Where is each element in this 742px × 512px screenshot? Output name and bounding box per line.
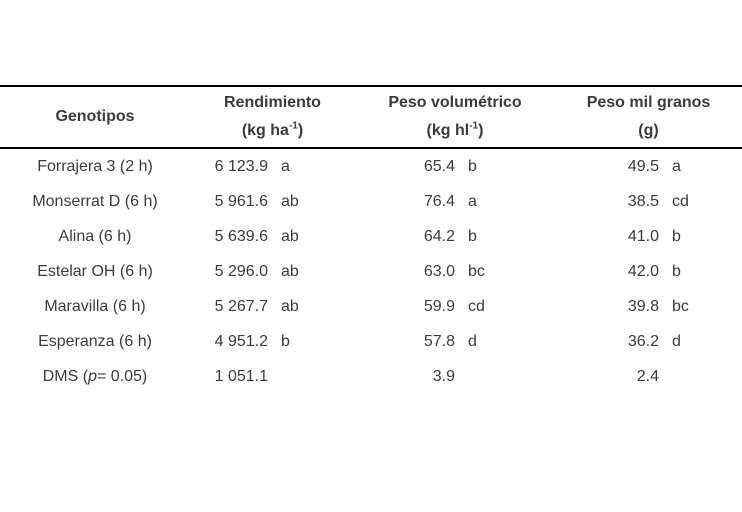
significance-letter: ab bbox=[281, 227, 299, 245]
peso-volumetrico-cell: 65.4 b bbox=[355, 148, 555, 184]
rendimiento-value: 5 961.6 bbox=[214, 192, 268, 210]
peso-mil-granos-cell: 39.8 bc bbox=[555, 289, 742, 324]
column-header-label: Genotipos bbox=[55, 108, 135, 125]
rendimiento-value: 4 951.2 bbox=[214, 332, 268, 350]
rendimiento-cell: 5 267.7 ab bbox=[190, 289, 355, 324]
peso-mil-granos-value: 39.8 bbox=[627, 297, 659, 315]
table-row: Maravilla (6 h) 5 267.7 ab 59.9 cd 39.8 bc bbox=[0, 289, 742, 324]
column-header-label: Peso volumétrico bbox=[388, 94, 522, 111]
column-header-label: Rendimiento bbox=[224, 94, 321, 111]
significance-letter: ab bbox=[281, 192, 299, 210]
column-header-unit: (kg ha-1) bbox=[241, 120, 304, 139]
peso-volumetrico-value: 59.9 bbox=[423, 297, 455, 315]
italic-p: p bbox=[88, 367, 97, 385]
peso-volumetrico-value: 63.0 bbox=[423, 262, 455, 280]
significance-letter: bc bbox=[468, 262, 485, 280]
significance-letter: d bbox=[672, 332, 681, 350]
peso-mil-granos-value: 2.4 bbox=[636, 367, 659, 385]
column-header-unit: (kg hl-1) bbox=[426, 120, 484, 139]
peso-volumetrico-cell: 3.9 bbox=[355, 359, 555, 394]
rendimiento-cell: 5 296.0 ab bbox=[190, 254, 355, 289]
rendimiento-cell: 5 961.6 ab bbox=[190, 184, 355, 219]
peso-volumetrico-value: 65.4 bbox=[423, 157, 455, 175]
header-row: Genotipos Rendimiento (kg ha-1) Peso vol… bbox=[0, 86, 742, 148]
rendimiento-value: 1 051.1 bbox=[214, 367, 268, 385]
genotype-cell: Esperanza (6 h) bbox=[38, 332, 152, 350]
peso-volumetrico-cell: 59.9 cd bbox=[355, 289, 555, 324]
rendimiento-value: 5 639.6 bbox=[214, 227, 268, 245]
superscript-exponent: -1 bbox=[469, 120, 479, 132]
column-header-unit: (g) bbox=[638, 122, 659, 139]
table-row: Forrajera 3 (2 h) 6 123.9 a 65.4 b 49.5 a bbox=[0, 148, 742, 184]
significance-letter: b bbox=[672, 262, 681, 280]
significance-letter: bc bbox=[672, 297, 689, 315]
significance-letter: b bbox=[468, 157, 477, 175]
peso-volumetrico-cell: 63.0 bc bbox=[355, 254, 555, 289]
column-header-peso-mil-granos: Peso mil granos (g) bbox=[555, 86, 742, 148]
peso-mil-granos-value: 42.0 bbox=[627, 262, 659, 280]
column-header-genotipos: Genotipos bbox=[0, 86, 190, 148]
significance-letter: d bbox=[468, 332, 477, 350]
table-row: Monserrat D (6 h) 5 961.6 ab 76.4 a 38.5 cd bbox=[0, 184, 742, 219]
peso-mil-granos-cell: 38.5 cd bbox=[555, 184, 742, 219]
peso-mil-granos-cell: 36.2 d bbox=[555, 324, 742, 359]
column-header-label: Peso mil granos bbox=[586, 94, 711, 111]
peso-volumetrico-value: 64.2 bbox=[423, 227, 455, 245]
genotype-cell: Maravilla (6 h) bbox=[44, 297, 146, 315]
significance-letter: a bbox=[468, 192, 477, 210]
rendimiento-cell: 6 123.9 a bbox=[190, 148, 355, 184]
rendimiento-value: 6 123.9 bbox=[214, 157, 268, 175]
column-header-peso-volumetrico: Peso volumétrico (kg hl-1) bbox=[355, 86, 555, 148]
peso-mil-granos-value: 36.2 bbox=[627, 332, 659, 350]
peso-mil-granos-value: 38.5 bbox=[627, 192, 659, 210]
column-header-rendimiento: Rendimiento (kg ha-1) bbox=[190, 86, 355, 148]
significance-letter: b bbox=[468, 227, 477, 245]
genotype-cell: Monserrat D (6 h) bbox=[32, 192, 158, 210]
genotype-cell: Estelar OH (6 h) bbox=[37, 262, 153, 280]
peso-mil-granos-value: 41.0 bbox=[627, 227, 659, 245]
genotype-cell: Alina (6 h) bbox=[58, 227, 132, 245]
peso-volumetrico-value: 76.4 bbox=[423, 192, 455, 210]
significance-letter: a bbox=[281, 157, 290, 175]
table-row: Esperanza (6 h) 4 951.2 b 57.8 d 36.2 d bbox=[0, 324, 742, 359]
peso-volumetrico-value: 57.8 bbox=[423, 332, 455, 350]
table-row: Estelar OH (6 h) 5 296.0 ab 63.0 bc 42.0 b bbox=[0, 254, 742, 289]
peso-volumetrico-cell: 57.8 d bbox=[355, 324, 555, 359]
significance-letter: b bbox=[672, 227, 681, 245]
peso-volumetrico-cell: 64.2 b bbox=[355, 219, 555, 254]
peso-volumetrico-value: 3.9 bbox=[432, 367, 455, 385]
results-table: Genotipos Rendimiento (kg ha-1) Peso vol… bbox=[0, 85, 742, 394]
genotype-cell: Forrajera 3 (2 h) bbox=[37, 157, 153, 175]
rendimiento-value: 5 296.0 bbox=[214, 262, 268, 280]
rendimiento-cell: 5 639.6 ab bbox=[190, 219, 355, 254]
peso-mil-granos-cell: 41.0 b bbox=[555, 219, 742, 254]
significance-letter: a bbox=[672, 157, 681, 175]
rendimiento-cell: 1 051.1 bbox=[190, 359, 355, 394]
peso-mil-granos-cell: 49.5 a bbox=[555, 148, 742, 184]
significance-letter: cd bbox=[672, 192, 689, 210]
table-row: Alina (6 h) 5 639.6 ab 64.2 b 41.0 b bbox=[0, 219, 742, 254]
peso-volumetrico-cell: 76.4 a bbox=[355, 184, 555, 219]
dms-label-cell: DMS (p= 0.05) bbox=[42, 367, 148, 385]
superscript-exponent: -1 bbox=[288, 120, 298, 132]
significance-letter: ab bbox=[281, 297, 299, 315]
table-row-dms: DMS (p= 0.05) 1 051.1 3.9 2.4 bbox=[0, 359, 742, 394]
significance-letter: b bbox=[281, 332, 290, 350]
peso-mil-granos-value: 49.5 bbox=[627, 157, 659, 175]
significance-letter: ab bbox=[281, 262, 299, 280]
peso-mil-granos-cell: 42.0 b bbox=[555, 254, 742, 289]
rendimiento-value: 5 267.7 bbox=[214, 297, 268, 315]
significance-letter: cd bbox=[468, 297, 485, 315]
rendimiento-cell: 4 951.2 b bbox=[190, 324, 355, 359]
peso-mil-granos-cell: 2.4 bbox=[555, 359, 742, 394]
